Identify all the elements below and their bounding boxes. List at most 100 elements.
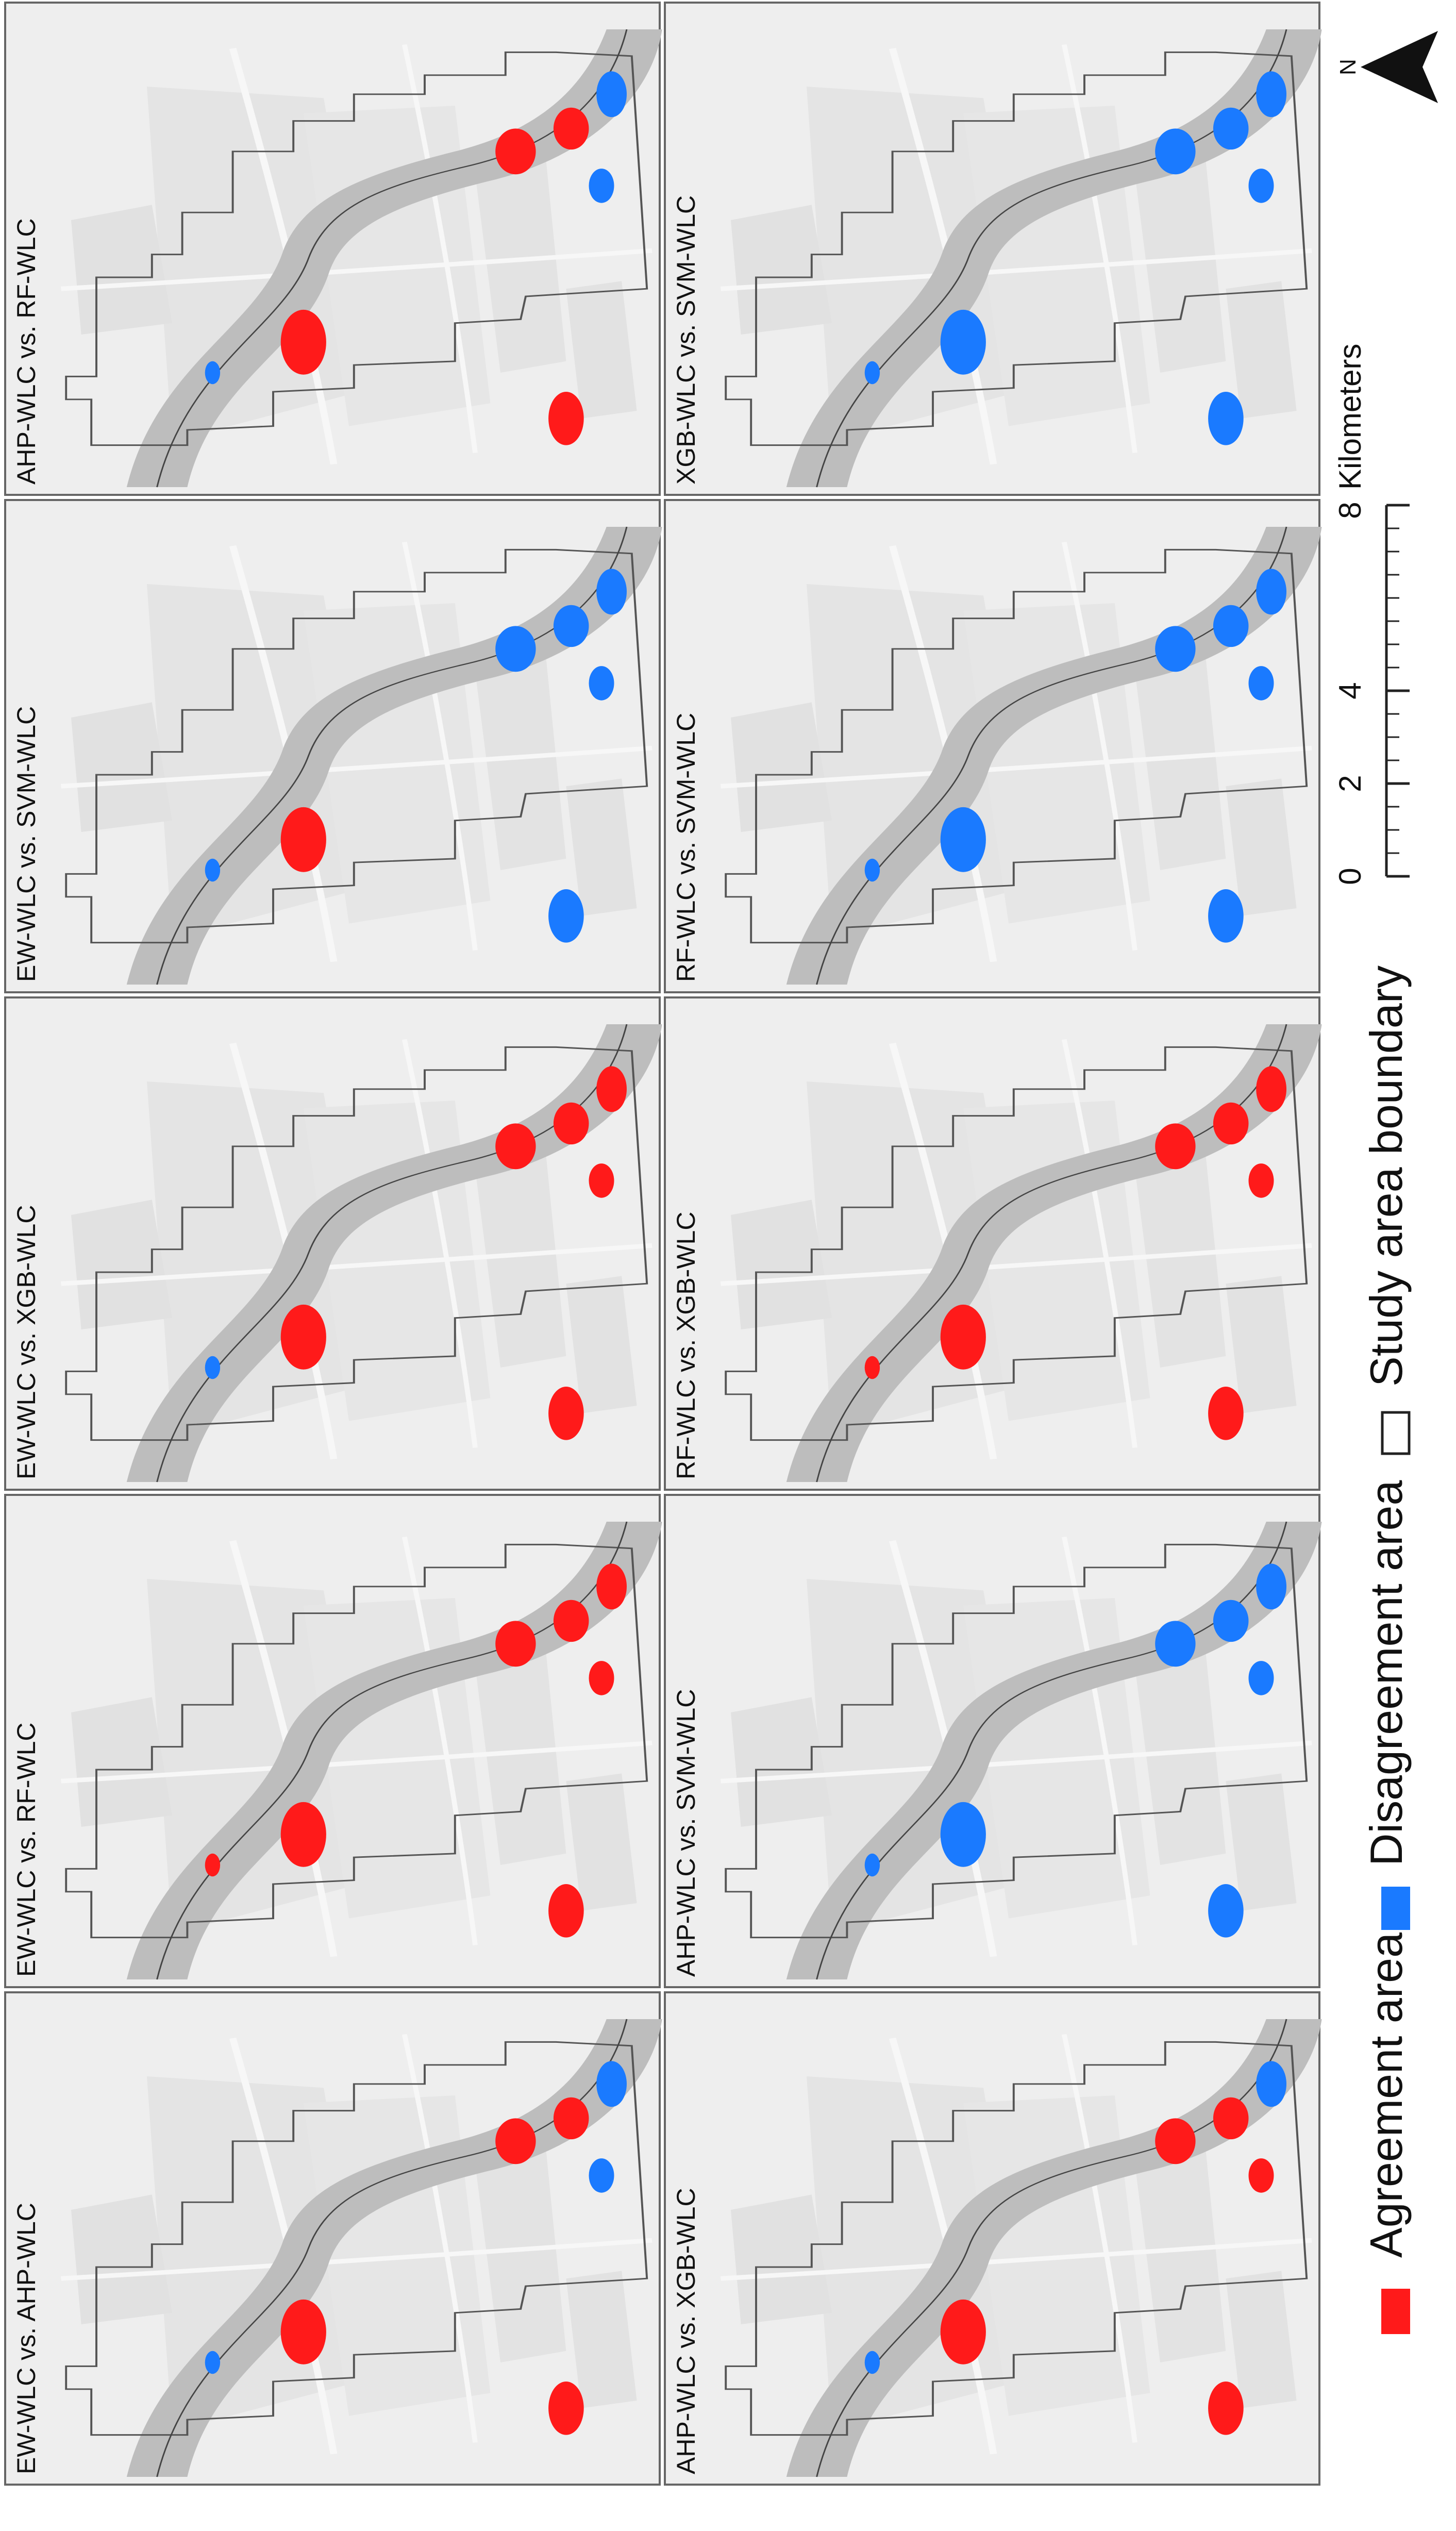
scale-unit: Kilometers: [1333, 344, 1367, 490]
scale-bar: 0 2 4 8 Kilometers: [1333, 344, 1410, 885]
boundary-swatch: [1381, 1411, 1411, 1455]
map-content: [61, 527, 662, 985]
disagreement-area: [553, 605, 589, 647]
agreement-area: [1248, 1163, 1274, 1198]
map-panel: EW-WLC vs. SVM-WLC: [4, 499, 662, 993]
agreement-area: [553, 107, 589, 150]
agreement-area: [940, 2299, 986, 2365]
map-panel: EW-WLC vs. AHP-WLC: [4, 1991, 662, 2486]
agreement-area: [1213, 1102, 1249, 1145]
agreement-area: [1248, 2158, 1274, 2193]
agreement-area: [553, 1102, 589, 1145]
disagreement-area: [596, 71, 627, 118]
disagreement-area: [1213, 107, 1249, 150]
agreement-area: [495, 1123, 536, 1170]
agreement-area: [1256, 1066, 1287, 1112]
scale-tick-2: 2: [1333, 775, 1367, 792]
map-panel: XGB-WLC vs. SVM-WLC: [664, 2, 1322, 496]
agreement-area: [553, 1600, 589, 1642]
agreement-area: [548, 2381, 584, 2435]
panel-title: RF-WLC vs. XGB-WLC: [672, 1212, 700, 1479]
disagreement-area: [1208, 391, 1244, 445]
map-content: [61, 2019, 662, 2477]
agreement-area: [495, 1621, 536, 1667]
disagreement-area: [1248, 1661, 1274, 1695]
agreement-area: [280, 1802, 326, 1867]
disagreement-area: [1155, 128, 1196, 175]
agreement-area: [280, 1304, 326, 1370]
disagreement-area: [1256, 2061, 1287, 2107]
panel-title: AHP-WLC vs. XGB-WLC: [672, 2188, 700, 2474]
north-arrow-icon: N: [1335, 31, 1438, 103]
agreement-area: [495, 128, 536, 175]
disagreement-area: [864, 1853, 880, 1877]
scale-tick-8: 8: [1333, 502, 1367, 519]
disagreement-area: [548, 889, 584, 943]
map-panel: RF-WLC vs. SVM-WLC: [664, 499, 1322, 993]
disagreement-area: [205, 858, 221, 882]
scale-tick-4: 4: [1333, 682, 1367, 699]
agreement-area: [1208, 2381, 1244, 2435]
agreement-area: [596, 1563, 627, 1610]
disagreement-area: [205, 361, 221, 385]
agreement-area: [548, 1884, 584, 1938]
north-label: N: [1335, 59, 1360, 75]
agreement-swatch: [1381, 2289, 1410, 2334]
agreement-area: [1208, 1386, 1244, 1440]
boundary-label: Study area boundary: [1361, 965, 1412, 1387]
disagreement-area: [1155, 626, 1196, 672]
disagreement-swatch: [1381, 1887, 1410, 1930]
panel-title: AHP-WLC vs. RF-WLC: [12, 218, 41, 485]
panel-title: EW-WLC vs. RF-WLC: [12, 1723, 41, 1977]
map-panel: AHP-WLC vs. XGB-WLC: [664, 1991, 1322, 2486]
agreement-area: [548, 391, 584, 445]
agreement-area: [589, 1163, 614, 1198]
disagreement-area: [589, 666, 614, 701]
disagreement-area: [1155, 1621, 1196, 1667]
panel-title: RF-WLC vs. SVM-WLC: [672, 713, 700, 982]
disagreement-area: [205, 1356, 221, 1379]
disagreement-label: Disagreement area: [1361, 1480, 1412, 1866]
panel-title: AHP-WLC vs. SVM-WLC: [672, 1689, 700, 1977]
map-panel: EW-WLC vs. RF-WLC: [4, 1494, 662, 1988]
disagreement-area: [589, 2158, 614, 2193]
agreement-area: [1213, 2097, 1249, 2140]
legend: Agreement area Disagreement area Study a…: [1361, 965, 1412, 2334]
disagreement-area: [1256, 71, 1287, 118]
agreement-area: [280, 309, 326, 375]
map-content: [721, 2019, 1321, 2477]
disagreement-area: [1213, 1600, 1249, 1642]
map-content: [721, 527, 1321, 985]
panel-title: EW-WLC vs. SVM-WLC: [12, 706, 41, 982]
disagreement-area: [1256, 1563, 1287, 1610]
panel-title: XGB-WLC vs. SVM-WLC: [672, 195, 700, 485]
disagreement-area: [1208, 889, 1244, 943]
disagreement-area: [1256, 569, 1287, 615]
agreement-area: [205, 1853, 221, 1877]
disagreement-area: [589, 169, 614, 203]
agreement-area: [1155, 1123, 1196, 1170]
agreement-area: [596, 1066, 627, 1112]
map-content: [61, 29, 662, 487]
disagreement-area: [1213, 605, 1249, 647]
disagreement-area: [596, 569, 627, 615]
disagreement-area: [205, 2351, 221, 2374]
scale-tick-0: 0: [1333, 868, 1367, 885]
map-panel: AHP-WLC vs. RF-WLC: [4, 2, 662, 496]
map-content: [61, 1522, 662, 1979]
panel-title: EW-WLC vs. AHP-WLC: [12, 2203, 41, 2474]
map-content: [61, 1024, 662, 1482]
disagreement-area: [940, 309, 986, 375]
disagreement-area: [864, 858, 880, 882]
map-content: [721, 1522, 1321, 1979]
disagreement-area: [596, 2061, 627, 2107]
agreement-area: [864, 1356, 880, 1379]
disagreement-area: [940, 1802, 986, 1867]
agreement-label: Agreement area: [1361, 1933, 1412, 2258]
map-panel: AHP-WLC vs. SVM-WLC: [664, 1494, 1322, 1988]
map-content: [721, 29, 1321, 487]
agreement-area: [548, 1386, 584, 1440]
disagreement-area: [495, 626, 536, 672]
agreement-area: [553, 2097, 589, 2140]
